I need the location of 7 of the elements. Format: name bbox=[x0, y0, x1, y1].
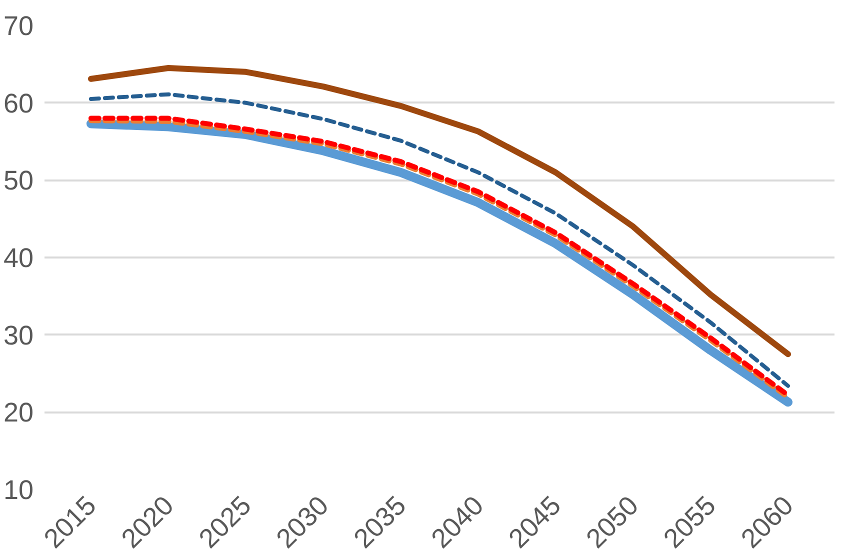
y-tick-label: 20 bbox=[3, 398, 34, 428]
y-tick-label: 30 bbox=[3, 320, 34, 350]
y-tick-label: 10 bbox=[3, 475, 34, 505]
y-tick-label: 50 bbox=[3, 166, 34, 196]
y-tick-label: 40 bbox=[3, 243, 34, 273]
y-tick-label: 70 bbox=[3, 11, 34, 41]
y-tick-label: 60 bbox=[3, 88, 34, 118]
